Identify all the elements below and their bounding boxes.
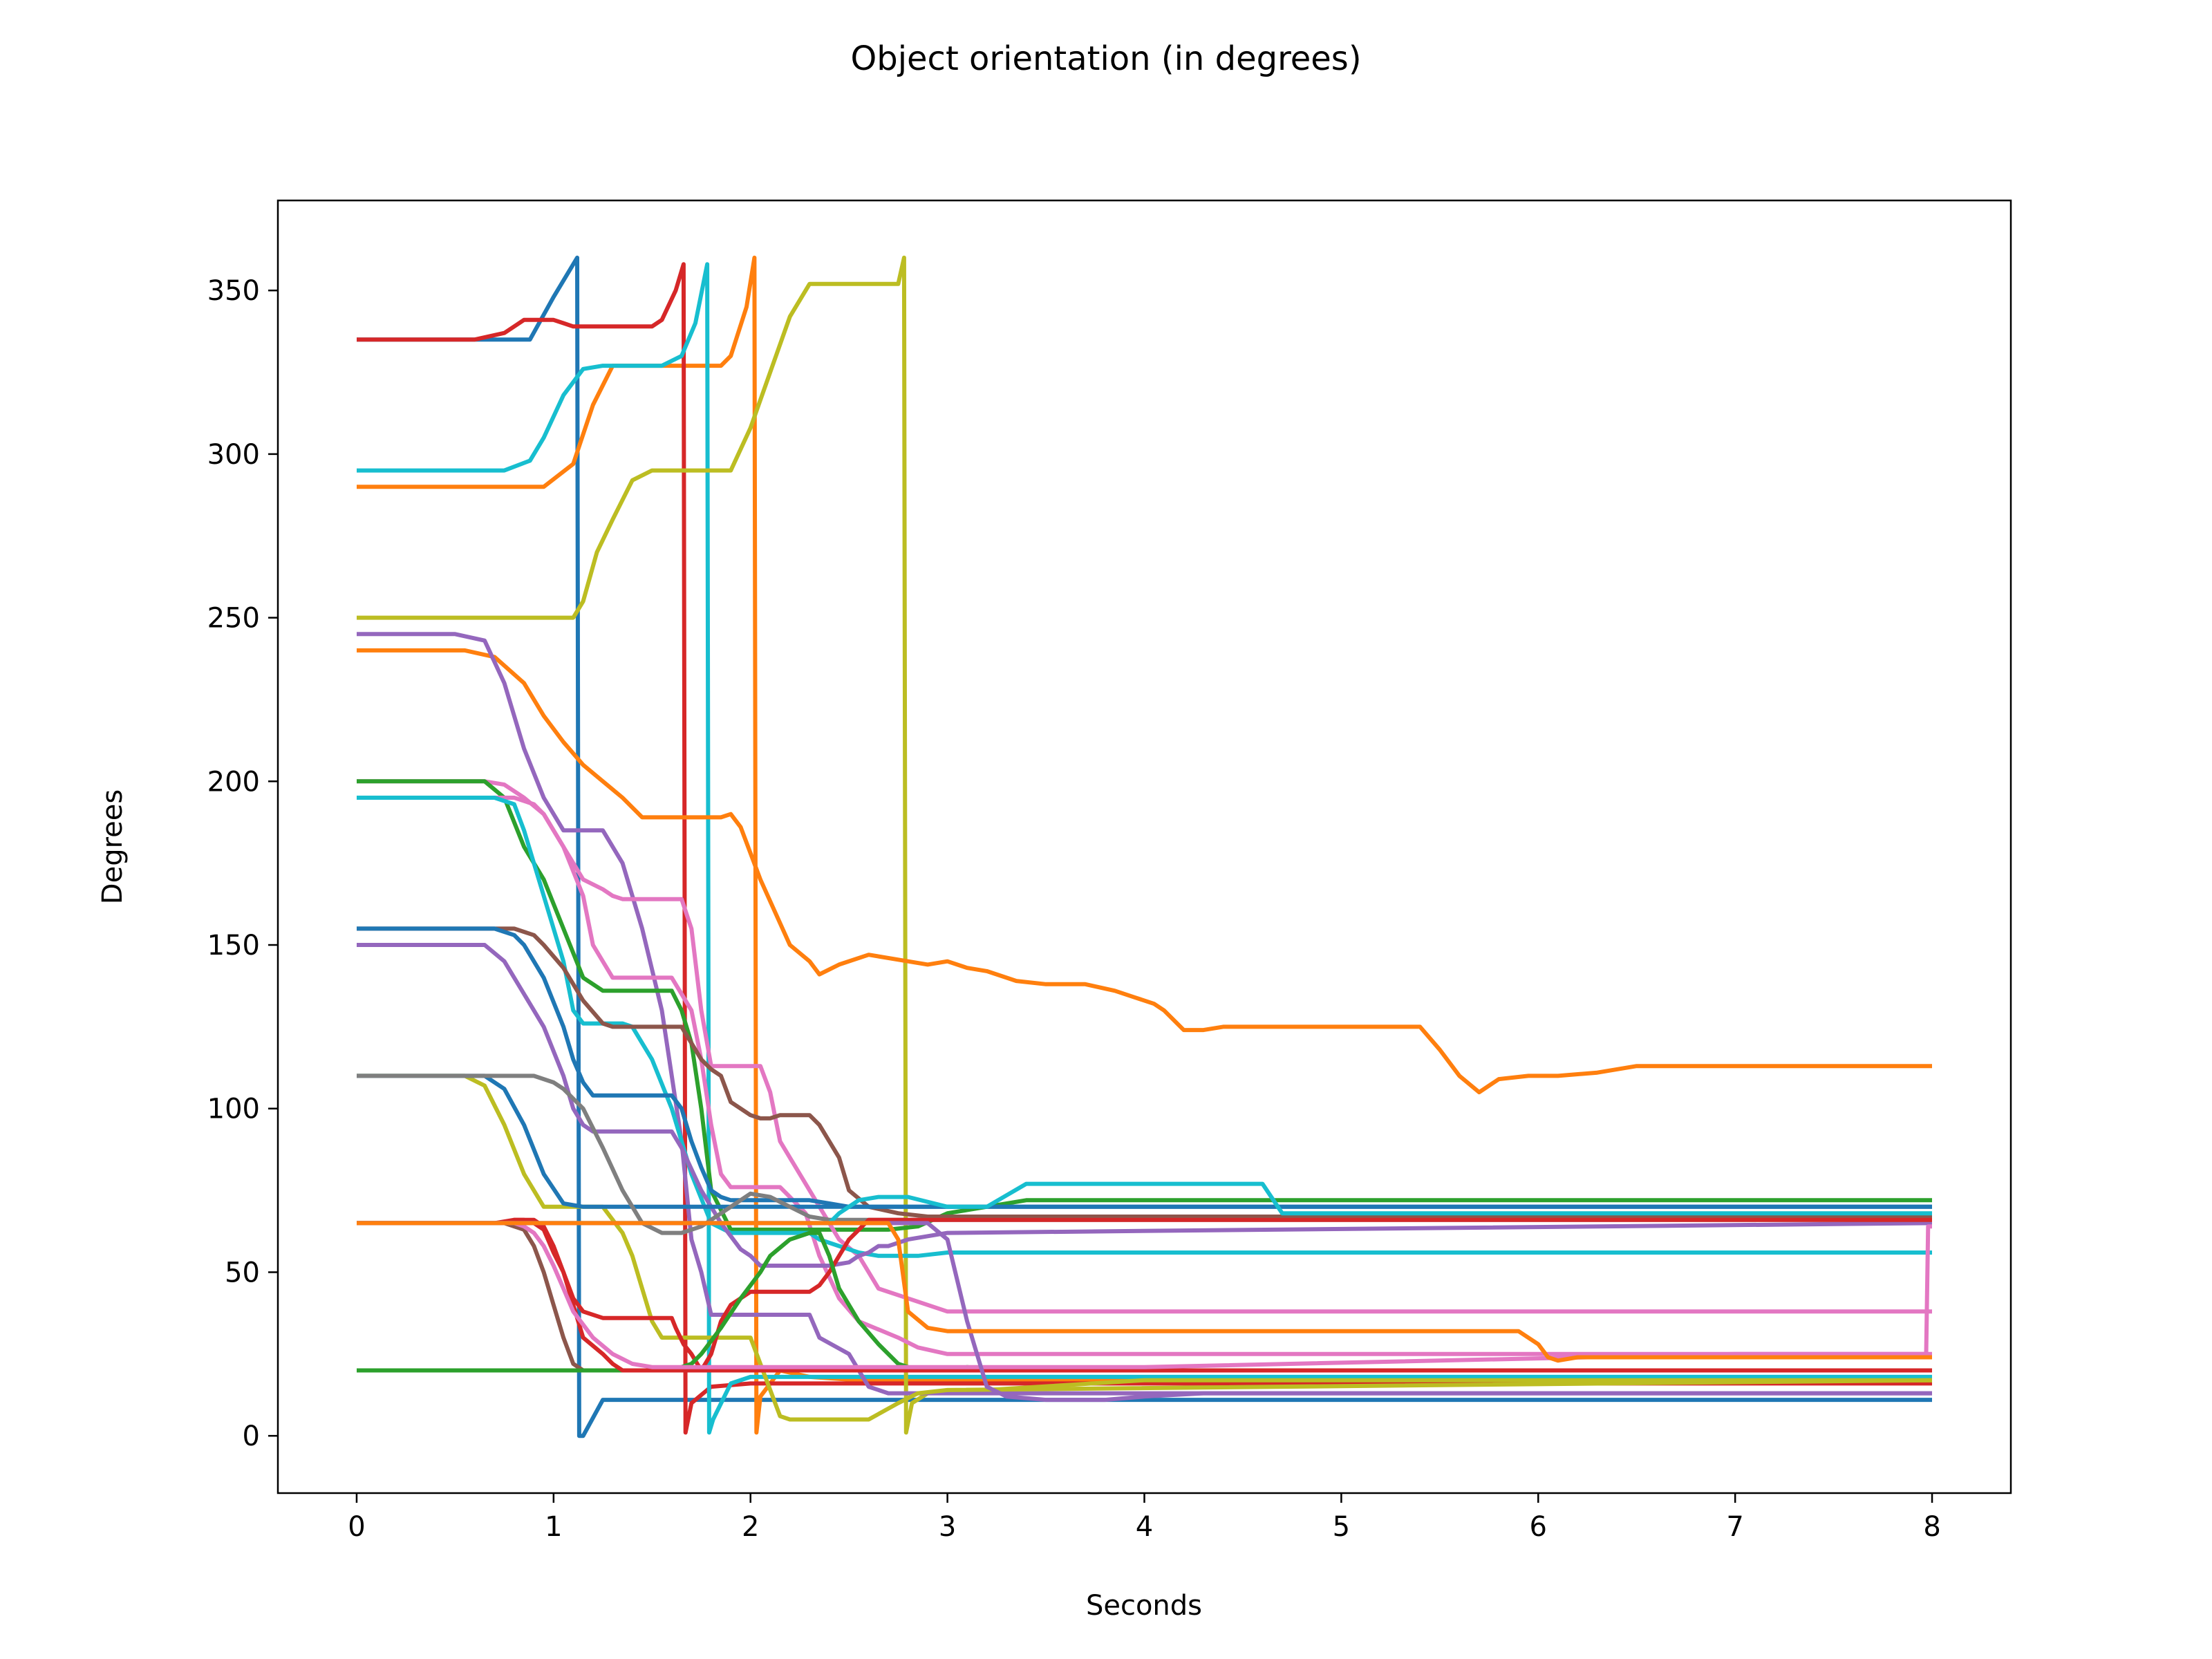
y-axis-label: Degrees [97, 789, 129, 904]
plot-area [357, 255, 1933, 1438]
x-tick-label: 3 [939, 1511, 956, 1543]
y-tick-label: 0 [243, 1421, 260, 1452]
x-tick-label: 1 [545, 1511, 562, 1543]
series-line-4 [357, 262, 1932, 1435]
series-line-23 [357, 1181, 1932, 1226]
plot-frame [276, 199, 2012, 1494]
series-line-25 [357, 1221, 1932, 1363]
x-tick-label: 2 [742, 1511, 759, 1543]
y-tick-label: 350 [207, 275, 260, 307]
x-tick-label: 0 [348, 1511, 365, 1543]
y-tick-label: 150 [207, 930, 260, 962]
x-tick-label: 5 [1333, 1511, 1350, 1543]
series-line-21 [357, 1217, 1932, 1373]
series-line-5 [357, 255, 1932, 1435]
x-tick-label: 6 [1530, 1511, 1547, 1543]
y-tick-label: 200 [207, 766, 260, 798]
series-line-11 [357, 796, 1932, 1258]
series-line-2 [357, 255, 1932, 1435]
series-line-12 [357, 926, 1932, 1219]
series-line-1 [357, 255, 1932, 1438]
x-axis-label: Seconds [1086, 1590, 1202, 1622]
series-lines [357, 255, 1933, 1438]
series-line-18 [357, 1217, 1932, 1373]
x-tick-label: 7 [1726, 1511, 1743, 1543]
series-line-17 [357, 1074, 1932, 1235]
series-line-15 [357, 1074, 1933, 1422]
series-line-22 [357, 1221, 1932, 1369]
axis-ticks: 0 1 2 3 4 5 6 7 8 0 50 100 150 200 250 300 350 [207, 275, 1941, 1543]
series-line-10 [357, 796, 1932, 1314]
chart-title: Object orientation (in degrees) [850, 39, 1361, 78]
x-tick-label: 4 [1136, 1511, 1153, 1543]
series-line-3 [357, 262, 1932, 1435]
series-line-24 [357, 1221, 1932, 1403]
y-tick-label: 50 [225, 1257, 260, 1288]
series-line-16 [357, 1074, 1932, 1209]
series-line-14 [357, 943, 1933, 1268]
series-line-9 [357, 779, 1932, 1232]
series-line-6 [357, 648, 1932, 1095]
y-tick-label: 250 [207, 603, 260, 635]
y-tick-label: 300 [207, 439, 260, 471]
x-tick-label: 8 [1923, 1511, 1940, 1543]
y-tick-label: 100 [207, 1094, 260, 1125]
